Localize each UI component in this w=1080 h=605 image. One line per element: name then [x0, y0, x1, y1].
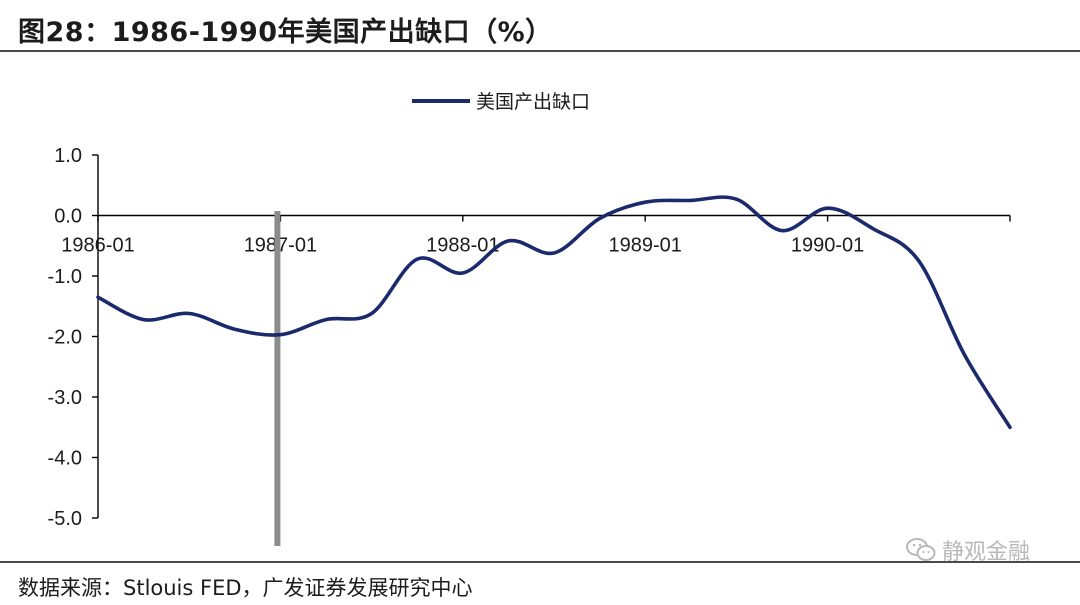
data-point	[96, 296, 100, 299]
data-point	[598, 217, 601, 220]
data-point	[370, 312, 373, 315]
watermark: 静观金融	[906, 534, 1030, 566]
data-point	[324, 318, 328, 321]
data-point	[872, 227, 875, 230]
y-tick-label: -3.0	[48, 387, 82, 409]
series-layer	[96, 195, 1012, 430]
data-point	[644, 201, 647, 204]
y-tick-label: 1.0	[54, 145, 82, 167]
line-chart: 美国产出缺口 1.0 0.0 -1.0 -2.0 -3.0 -4.0 -5.0 1986-0…	[48, 91, 1012, 546]
data-point	[461, 271, 464, 275]
watermark-text: 静观金融	[942, 540, 1031, 565]
chart-legend: 美国产出缺口	[412, 91, 590, 113]
data-point	[507, 239, 510, 243]
x-tick-label: 1988-01	[426, 235, 499, 257]
y-axis: 1.0 0.0 -1.0 -2.0 -3.0 -4.0 -5.0	[48, 145, 99, 530]
data-point	[963, 353, 966, 356]
data-point	[552, 251, 556, 255]
x-tick-label: 1986-01	[61, 235, 134, 257]
wechat-icon	[906, 538, 936, 561]
y-tick-label: -1.0	[48, 266, 82, 288]
x-tick-label: 1990-01	[791, 235, 864, 257]
y-tick-label: -2.0	[48, 327, 82, 349]
data-point	[826, 207, 829, 210]
data-point	[689, 199, 692, 202]
vertical-marker-layer	[274, 211, 281, 546]
source-note: 数据来源：Stlouis FED，广发证券发展研究中心	[18, 576, 473, 600]
y-tick-label: 0.0	[54, 206, 82, 228]
data-point	[1008, 426, 1012, 429]
data-point	[188, 312, 191, 315]
legend-label: 美国产出缺口	[476, 91, 590, 113]
data-point	[416, 257, 419, 261]
title-divider	[0, 50, 1080, 52]
y-tick-label: -4.0	[48, 448, 82, 470]
data-point	[735, 198, 738, 201]
footer-divider	[0, 561, 1080, 563]
data-point	[780, 229, 784, 232]
series-line-0	[96, 195, 1012, 430]
data-point	[142, 318, 145, 321]
vertical-marker	[274, 211, 281, 546]
data-point	[279, 333, 282, 336]
x-tick-label: 1989-01	[608, 235, 681, 257]
y-tick-label: -5.0	[48, 508, 82, 530]
data-point	[917, 259, 920, 263]
data-point	[233, 328, 236, 331]
figure-title: 图28：1986-1990年美国产出缺口（%）	[18, 17, 553, 48]
